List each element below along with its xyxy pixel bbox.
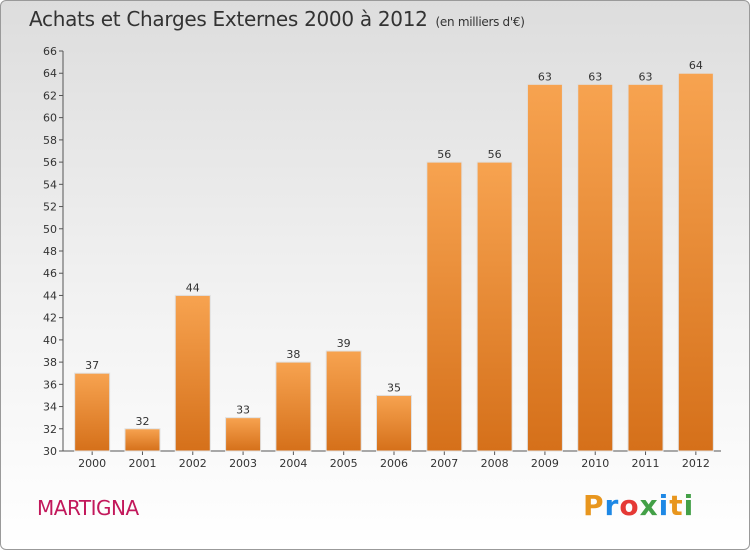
y-tick-label: 52 — [43, 201, 57, 214]
bar-value-label: 63 — [588, 70, 602, 83]
x-tick-label: 2000 — [78, 457, 106, 470]
bar — [476, 161, 513, 452]
bar — [325, 350, 362, 452]
bar-value-label: 63 — [538, 70, 552, 83]
bar-value-label: 35 — [387, 381, 401, 394]
bar — [426, 161, 463, 452]
brand-letter: i — [658, 489, 670, 522]
y-tick-label: 50 — [43, 223, 57, 236]
x-tick-label: 2001 — [128, 457, 156, 470]
bar — [376, 394, 412, 452]
bar-value-label: 37 — [85, 359, 99, 372]
x-tick-label: 2006 — [380, 457, 408, 470]
bar-value-label: 44 — [186, 281, 200, 294]
x-tick-label: 2012 — [682, 457, 710, 470]
proxiti-logo: Proxiti — [583, 489, 694, 522]
y-tick-label: 32 — [43, 423, 57, 436]
title-text: Achats et Charges Externes 2000 à 2012 — [29, 7, 428, 31]
bar — [577, 83, 614, 452]
bar — [526, 83, 563, 452]
y-tick-label: 48 — [43, 245, 57, 258]
brand-letter: P — [583, 489, 605, 522]
brand-letter: r — [604, 489, 620, 522]
bar — [677, 72, 714, 452]
y-tick-label: 64 — [43, 67, 57, 80]
y-tick-label: 44 — [43, 289, 57, 302]
y-tick-label: 38 — [43, 356, 57, 369]
bar-value-label: 63 — [639, 70, 653, 83]
x-tick-label: 2007 — [430, 457, 458, 470]
bar — [174, 294, 211, 452]
y-tick-label: 36 — [43, 378, 57, 391]
x-tick-label: 2008 — [481, 457, 509, 470]
x-tick-label: 2011 — [632, 457, 660, 470]
y-tick-label: 60 — [43, 112, 57, 125]
bar-value-label: 38 — [286, 348, 300, 361]
y-tick-label: 30 — [43, 445, 57, 458]
bar-value-label: 33 — [236, 404, 250, 417]
x-tick-label: 2009 — [531, 457, 559, 470]
brand-letter: i — [683, 489, 695, 522]
y-tick-label: 40 — [43, 334, 57, 347]
town-name: MARTIGNA — [37, 496, 139, 520]
y-tick-label: 54 — [43, 178, 57, 191]
bar — [275, 361, 312, 452]
brand-letter: t — [669, 489, 684, 522]
chart-bars — [74, 72, 714, 452]
x-tick-label: 2004 — [279, 457, 307, 470]
bar-value-label: 32 — [135, 415, 149, 428]
y-tick-label: 56 — [43, 156, 57, 169]
y-tick-label: 42 — [43, 312, 57, 325]
y-tick-label: 62 — [43, 89, 57, 102]
x-tick-label: 2003 — [229, 457, 257, 470]
y-tick-label: 66 — [43, 45, 57, 58]
brand-letter: x — [639, 489, 659, 522]
x-tick-label: 2002 — [179, 457, 207, 470]
x-tick-label: 2005 — [330, 457, 358, 470]
bar — [74, 372, 111, 452]
y-tick-label: 46 — [43, 267, 57, 280]
title-unit: (en milliers d'€) — [435, 15, 525, 29]
x-tick-label: 2010 — [581, 457, 609, 470]
y-tick-label: 58 — [43, 134, 57, 147]
bar-value-label: 56 — [488, 148, 502, 161]
chart-axes: 30 32 34 36 38 40 42 44 46 48 50 52 54 56 58 60 62 64 66 — [43, 45, 721, 458]
brand-letter: o — [619, 489, 640, 522]
bar — [225, 417, 262, 452]
y-tick-label: 34 — [43, 401, 57, 414]
bar-value-label: 56 — [437, 148, 451, 161]
bar-value-label: 39 — [337, 337, 351, 350]
bar — [124, 428, 161, 452]
chart-title: Achats et Charges Externes 2000 à 2012 (e… — [29, 7, 525, 31]
chart-labels: 37 2000 32 2001 44 2002 33 2003 38 2004 39 2005 35 20… — [78, 59, 710, 470]
bar-value-label: 64 — [689, 59, 703, 72]
bar — [627, 83, 664, 452]
